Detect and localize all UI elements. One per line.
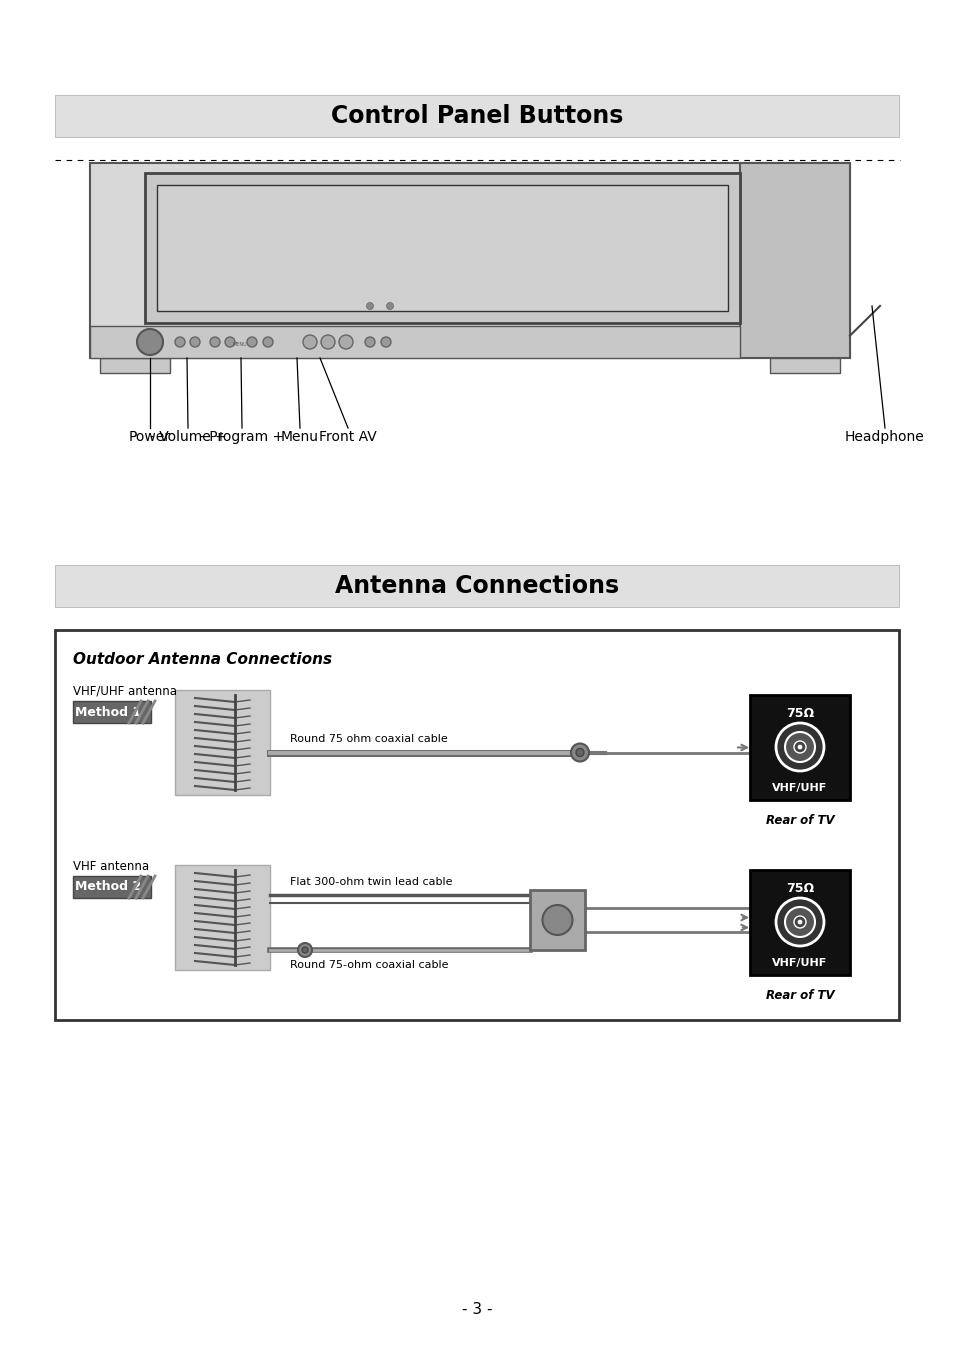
Text: Round 75-ohm coaxial cable: Round 75-ohm coaxial cable	[290, 961, 448, 970]
Circle shape	[297, 943, 312, 957]
Bar	[73, 701, 151, 723]
Text: - Program +: - Program +	[200, 430, 284, 444]
Circle shape	[793, 740, 805, 753]
Circle shape	[386, 303, 393, 309]
Circle shape	[137, 330, 163, 355]
Text: - 3 -: - 3 -	[461, 1302, 492, 1317]
Circle shape	[797, 744, 801, 748]
Bar	[769, 358, 840, 373]
Text: VHF/UHF: VHF/UHF	[772, 958, 827, 969]
Bar	[90, 326, 740, 358]
Bar	[174, 690, 270, 794]
Circle shape	[263, 336, 273, 347]
Circle shape	[784, 732, 814, 762]
Bar	[157, 185, 727, 311]
Bar	[55, 630, 898, 1020]
Bar	[100, 358, 170, 373]
Text: VHF antenna: VHF antenna	[73, 861, 149, 873]
Circle shape	[380, 336, 391, 347]
Circle shape	[775, 723, 823, 771]
Text: Rear of TV: Rear of TV	[765, 815, 834, 827]
Circle shape	[365, 336, 375, 347]
Circle shape	[303, 335, 316, 349]
Text: VHF/UHF: VHF/UHF	[772, 784, 827, 793]
Circle shape	[190, 336, 200, 347]
Text: 75Ω: 75Ω	[785, 882, 813, 894]
Text: Flat 300-ohm twin lead cable: Flat 300-ohm twin lead cable	[290, 877, 452, 888]
Text: Control Panel Buttons: Control Panel Buttons	[331, 104, 622, 128]
Text: Rear of TV: Rear of TV	[765, 989, 834, 1002]
Circle shape	[302, 947, 308, 952]
Bar	[749, 870, 849, 975]
Text: 75Ω: 75Ω	[785, 707, 813, 720]
Text: Power: Power	[129, 430, 171, 444]
Text: Method 1: Method 1	[75, 705, 141, 719]
Bar	[749, 694, 849, 800]
Circle shape	[247, 336, 256, 347]
Text: VHF/UHF antenna: VHF/UHF antenna	[73, 685, 177, 698]
Text: Round 75 ohm coaxial cable: Round 75 ohm coaxial cable	[290, 735, 447, 744]
Bar	[740, 163, 849, 358]
Bar	[174, 865, 270, 970]
Text: Menu: Menu	[281, 430, 318, 444]
Bar	[90, 163, 849, 358]
Circle shape	[571, 743, 588, 762]
Circle shape	[174, 336, 185, 347]
Text: Antenna Connections: Antenna Connections	[335, 574, 618, 598]
Bar	[55, 95, 898, 136]
Bar	[145, 173, 740, 323]
Bar	[530, 890, 584, 950]
Circle shape	[366, 303, 374, 309]
Text: MENU: MENU	[233, 342, 247, 346]
Bar	[73, 875, 151, 898]
Text: Outdoor Antenna Connections: Outdoor Antenna Connections	[73, 653, 332, 667]
Circle shape	[797, 920, 801, 924]
Circle shape	[320, 335, 335, 349]
Circle shape	[542, 905, 572, 935]
Circle shape	[576, 748, 583, 757]
Text: Front AV: Front AV	[319, 430, 376, 444]
Circle shape	[775, 898, 823, 946]
Text: - Volume +: - Volume +	[150, 430, 226, 444]
Circle shape	[793, 916, 805, 928]
Circle shape	[210, 336, 220, 347]
Circle shape	[225, 336, 234, 347]
Bar	[55, 565, 898, 607]
Circle shape	[338, 335, 353, 349]
Circle shape	[784, 907, 814, 938]
Text: Headphone: Headphone	[844, 430, 923, 444]
Text: Method 2: Method 2	[75, 881, 141, 893]
